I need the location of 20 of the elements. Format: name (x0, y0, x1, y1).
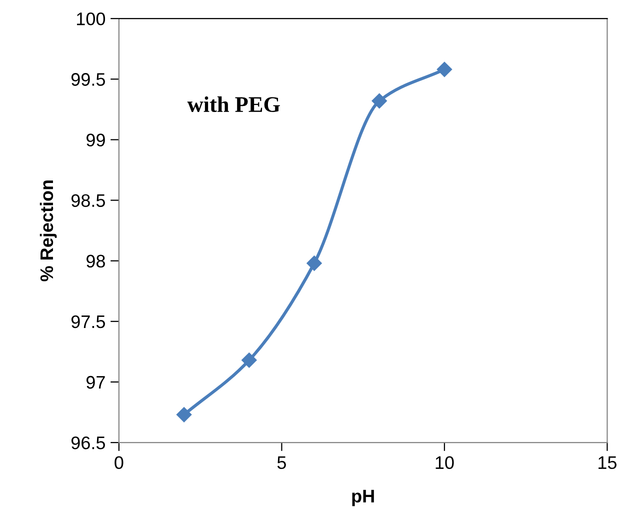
y-axis-title: % Rejection (40, 180, 57, 282)
y-tick-label: 98 (86, 254, 105, 268)
point (242, 352, 257, 368)
y-tick-label: 99.5 (71, 73, 105, 86)
y-tick-label: 99 (86, 134, 105, 146)
x-tick-label: 5 (277, 456, 286, 470)
x-tick-label: 0 (114, 456, 124, 470)
point (436, 62, 452, 77)
y-tick-label: 98.5 (71, 194, 105, 207)
point (176, 407, 192, 422)
y-tick-label: 96.5 (71, 436, 105, 450)
y-tick-label: 97.5 (71, 315, 105, 328)
x-tick-label: 15 (598, 456, 617, 470)
point (306, 256, 322, 271)
x-tick-label: 10 (436, 456, 454, 470)
annotation: with PEG (187, 96, 280, 112)
y-tick-label: 100 (77, 12, 106, 26)
x-axis-title: pH (352, 490, 374, 506)
point (372, 93, 387, 108)
y-tick-label: 97 (86, 376, 105, 389)
